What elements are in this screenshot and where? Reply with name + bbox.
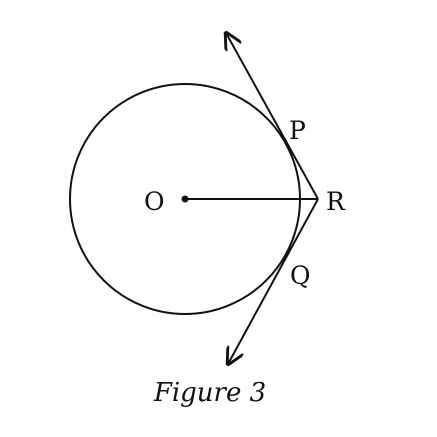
label-p: P xyxy=(289,116,306,145)
tangent-ray-rp xyxy=(226,33,319,200)
center-point-o xyxy=(181,195,189,203)
figure-caption: Figure 3 xyxy=(153,378,266,408)
label-o: O xyxy=(144,187,165,216)
label-q: Q xyxy=(290,261,311,290)
label-r: R xyxy=(326,187,346,216)
tangent-ray-rq xyxy=(228,198,319,364)
